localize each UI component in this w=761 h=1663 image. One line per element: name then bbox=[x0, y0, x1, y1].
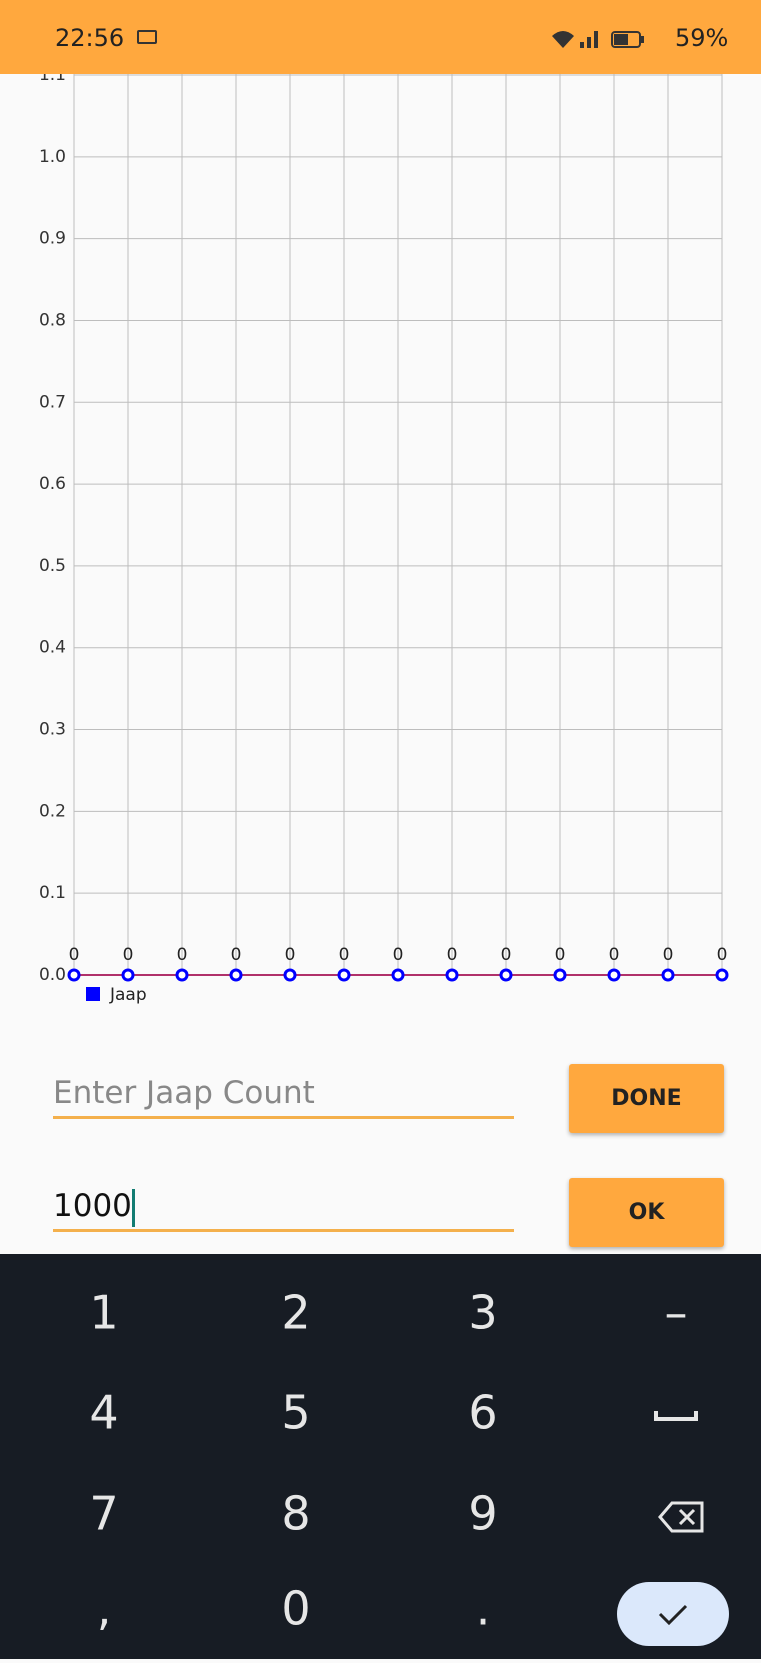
battery-level bbox=[614, 34, 628, 45]
key[interactable]: 8 bbox=[281, 1487, 310, 1541]
y-tick-label: 0.7 bbox=[39, 392, 66, 412]
data-label: 0 bbox=[501, 945, 512, 965]
data-label: 0 bbox=[393, 945, 404, 965]
key[interactable]: 4 bbox=[89, 1386, 118, 1440]
y-tick-label: 0.5 bbox=[39, 556, 66, 576]
y-tick-label: 0.8 bbox=[39, 310, 66, 330]
done-button[interactable]: DONE bbox=[569, 1064, 724, 1133]
data-point bbox=[609, 970, 619, 980]
data-label: 0 bbox=[555, 945, 566, 965]
key[interactable]: . bbox=[476, 1582, 491, 1636]
input-text: 1000 bbox=[53, 1188, 132, 1224]
data-point bbox=[177, 970, 187, 980]
data-point bbox=[69, 970, 79, 980]
data-point bbox=[447, 970, 457, 980]
backspace-key[interactable] bbox=[660, 1503, 702, 1531]
signal-bar bbox=[594, 31, 598, 48]
data-label: 0 bbox=[231, 945, 242, 965]
space-icon bbox=[656, 1411, 696, 1419]
data-point bbox=[231, 970, 241, 980]
y-tick-label: 0.1 bbox=[39, 883, 66, 903]
enter-button bbox=[617, 1582, 729, 1646]
backspace-x bbox=[680, 1510, 694, 1524]
backspace-icon bbox=[660, 1503, 702, 1531]
key[interactable]: 7 bbox=[89, 1487, 118, 1541]
key[interactable]: 0 bbox=[281, 1582, 310, 1636]
ftp-icon bbox=[137, 30, 157, 44]
key[interactable]: – bbox=[665, 1286, 688, 1340]
data-label: 0 bbox=[663, 945, 674, 965]
data-label: 0 bbox=[123, 945, 134, 965]
data-label: 0 bbox=[69, 945, 80, 965]
data-label: 0 bbox=[447, 945, 458, 965]
space-key[interactable] bbox=[656, 1411, 696, 1419]
key[interactable]: 9 bbox=[468, 1487, 497, 1541]
key[interactable]: , bbox=[97, 1582, 112, 1636]
data-point bbox=[555, 970, 565, 980]
keyboard: 1 2 3 – 4 5 6 7 8 9, 0. bbox=[0, 1254, 761, 1659]
enter-key[interactable] bbox=[617, 1582, 729, 1646]
data-point bbox=[393, 970, 403, 980]
data-label: 0 bbox=[609, 945, 620, 965]
y-tick-label: 0.4 bbox=[39, 638, 66, 658]
key[interactable]: 5 bbox=[281, 1386, 310, 1440]
y-tick-label: 0.2 bbox=[39, 801, 66, 821]
legend-label: Jaap bbox=[109, 985, 147, 1005]
data-label: 0 bbox=[285, 945, 296, 965]
battery-tip bbox=[641, 36, 644, 43]
signal-bar bbox=[580, 42, 584, 48]
keyboard-keys: 1 2 3 – 4 5 6 7 8 9, 0. bbox=[0, 1254, 761, 1659]
data-point bbox=[501, 970, 511, 980]
key[interactable]: 6 bbox=[468, 1386, 497, 1440]
status-icons bbox=[550, 26, 660, 52]
y-tick-label: 0.9 bbox=[39, 229, 66, 249]
y-tick-label: 0.6 bbox=[39, 474, 66, 494]
data-label: 0 bbox=[717, 945, 728, 965]
screen: 22:56 59% 0.00.10.20.30.40.50.60.70.80.9… bbox=[0, 0, 761, 1659]
data-point bbox=[663, 970, 673, 980]
key[interactable]: 1 bbox=[89, 1286, 118, 1340]
legend-swatch bbox=[86, 987, 100, 1001]
data-label: 0 bbox=[177, 945, 188, 965]
status-bar: 22:56 59% bbox=[0, 0, 761, 74]
wifi-icon bbox=[552, 31, 574, 48]
key[interactable]: 3 bbox=[468, 1286, 497, 1340]
chart: 0.0 0.1 0.2 0.3 0.4 0.5 0.6 0.7 0.8 0.9 1.0 1.1 0 0 0 0… bbox=[0, 74, 761, 1034]
data-point bbox=[339, 970, 349, 980]
ok-button[interactable]: OK bbox=[569, 1178, 724, 1247]
clock: 22:56 bbox=[55, 24, 124, 52]
key[interactable]: 2 bbox=[281, 1286, 310, 1340]
y-tick-label: 0.0 bbox=[39, 965, 66, 985]
battery-percent: 59% bbox=[675, 24, 728, 52]
data-point bbox=[717, 970, 727, 980]
y-tick-label: 0.3 bbox=[39, 720, 66, 740]
signal-bar bbox=[587, 37, 591, 48]
data-label: 0 bbox=[339, 945, 350, 965]
count-input[interactable]: Enter Jaap Count bbox=[53, 1070, 514, 1119]
y-tick-label: 1.0 bbox=[39, 147, 66, 167]
value-input[interactable]: 1000 bbox=[53, 1183, 514, 1232]
data-point bbox=[285, 970, 295, 980]
data-point bbox=[123, 970, 133, 980]
caret bbox=[132, 1189, 135, 1227]
y-tick-label: 1.1 bbox=[39, 74, 66, 85]
